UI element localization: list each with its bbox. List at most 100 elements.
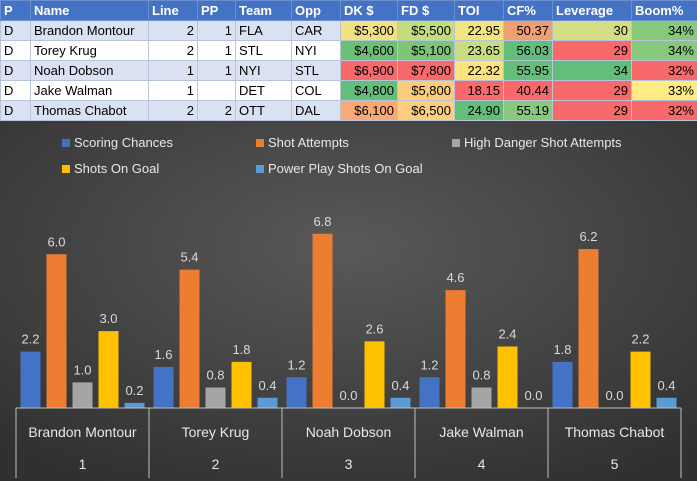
- column-header[interactable]: Leverage: [552, 0, 632, 21]
- table-row[interactable]: D Thomas Chabot 2 2 OTT DAL $6,100 $6,500 24.90 5…: [0, 100, 697, 121]
- table-cell[interactable]: 2: [148, 40, 198, 61]
- table-cell[interactable]: 23.65: [454, 40, 504, 61]
- table-cell[interactable]: $6,100: [340, 100, 398, 121]
- table-cell[interactable]: $6,500: [397, 100, 455, 121]
- chart-legend: Scoring Chances Shot Attempts High Danger …: [62, 135, 622, 176]
- table-cell[interactable]: $4,800: [340, 80, 398, 101]
- table-cell[interactable]: 1: [197, 20, 236, 41]
- table-cell[interactable]: $5,800: [397, 80, 455, 101]
- table-cell[interactable]: 18.15: [454, 80, 504, 101]
- table-cell[interactable]: Noah Dobson: [30, 60, 149, 81]
- bar: [20, 351, 41, 408]
- table-header-row: P Name Line PP Team Opp DK $ FD $ TOI CF% Leverage…: [0, 0, 697, 21]
- table-cell[interactable]: 1: [197, 40, 236, 61]
- table-cell[interactable]: 29: [552, 80, 632, 101]
- table-cell[interactable]: STL: [235, 40, 292, 61]
- data-label: 1.8: [232, 342, 250, 357]
- bar: [445, 290, 466, 408]
- table-cell[interactable]: NYI: [291, 40, 341, 61]
- table-cell[interactable]: D: [0, 80, 31, 101]
- table-cell[interactable]: 2: [148, 100, 198, 121]
- table-cell[interactable]: $7,800: [397, 60, 455, 81]
- table-cell[interactable]: STL: [291, 60, 341, 81]
- table-cell[interactable]: 2: [197, 100, 236, 121]
- bar: [364, 341, 385, 408]
- table-cell[interactable]: 34%: [631, 40, 697, 61]
- data-label: 0.8: [206, 368, 224, 383]
- table-cell[interactable]: 22.32: [454, 60, 504, 81]
- table-cell[interactable]: OTT: [235, 100, 292, 121]
- column-header[interactable]: Line: [148, 0, 198, 21]
- category-number-label: 1: [79, 456, 87, 472]
- table-cell[interactable]: DAL: [291, 100, 341, 121]
- table-cell[interactable]: COL: [291, 80, 341, 101]
- table-cell[interactable]: Jake Walman: [30, 80, 149, 101]
- bar-chart: Scoring Chances Shot Attempts High Danger …: [0, 121, 697, 481]
- table-cell[interactable]: Brandon Montour: [30, 20, 149, 41]
- column-header[interactable]: PP: [197, 0, 236, 21]
- column-header[interactable]: CF%: [503, 0, 553, 21]
- table-cell[interactable]: 1: [197, 60, 236, 81]
- table-cell[interactable]: 34: [552, 60, 632, 81]
- column-header[interactable]: Team: [235, 0, 292, 21]
- table-cell[interactable]: 29: [552, 100, 632, 121]
- table-cell[interactable]: [197, 80, 236, 101]
- table-cell[interactable]: 22.95: [454, 20, 504, 41]
- column-header[interactable]: P: [0, 0, 31, 21]
- legend-label: Shot Attempts: [268, 135, 349, 150]
- bar: [497, 346, 518, 408]
- table-cell[interactable]: D: [0, 20, 31, 41]
- table-cell[interactable]: 34%: [631, 20, 697, 41]
- column-header[interactable]: DK $: [340, 0, 398, 21]
- table-cell[interactable]: 40.44: [503, 80, 553, 101]
- bar: [390, 397, 411, 408]
- bar: [552, 361, 573, 408]
- table-cell[interactable]: 1: [148, 60, 198, 81]
- column-header[interactable]: Name: [30, 0, 149, 21]
- data-label: 0.4: [391, 378, 409, 393]
- table-cell[interactable]: 2: [148, 20, 198, 41]
- data-label: 2.2: [631, 332, 649, 347]
- table-cell[interactable]: 1: [148, 80, 198, 101]
- table-cell[interactable]: D: [0, 40, 31, 61]
- bar: [471, 387, 492, 408]
- table-row[interactable]: D Brandon Montour 2 1 FLA CAR $5,300 $5,500 22.9…: [0, 20, 697, 41]
- table-cell[interactable]: FLA: [235, 20, 292, 41]
- table-cell[interactable]: $5,100: [397, 40, 455, 61]
- table-cell[interactable]: 55.19: [503, 100, 553, 121]
- table-row[interactable]: D Noah Dobson 1 1 NYI STL $6,900 $7,800 22.32 55.…: [0, 60, 697, 81]
- table-cell[interactable]: $5,500: [397, 20, 455, 41]
- table-cell[interactable]: CAR: [291, 20, 341, 41]
- table-cell[interactable]: 50.37: [503, 20, 553, 41]
- legend-label: High Danger Shot Attempts: [464, 135, 622, 150]
- bar: [153, 367, 174, 408]
- table-cell[interactable]: 56.03: [503, 40, 553, 61]
- bar: [72, 382, 93, 408]
- table-cell[interactable]: 55.95: [503, 60, 553, 81]
- column-header[interactable]: Opp: [291, 0, 341, 21]
- bar: [286, 377, 307, 408]
- data-label: 6.8: [313, 214, 331, 229]
- table-cell[interactable]: Torey Krug: [30, 40, 149, 61]
- bar: [124, 402, 145, 408]
- table-cell[interactable]: D: [0, 60, 31, 81]
- table-row[interactable]: D Torey Krug 2 1 STL NYI $4,600 $5,100 23.65 56.0…: [0, 40, 697, 61]
- table-cell[interactable]: D: [0, 100, 31, 121]
- table-cell[interactable]: Thomas Chabot: [30, 100, 149, 121]
- table-cell[interactable]: 24.90: [454, 100, 504, 121]
- table-cell[interactable]: $6,900: [340, 60, 398, 81]
- table-cell[interactable]: 30: [552, 20, 632, 41]
- table-cell[interactable]: NYI: [235, 60, 292, 81]
- table-row[interactable]: D Jake Walman 1 DET COL $4,800 $5,800 18.15 40.4…: [0, 80, 697, 101]
- bar: [98, 331, 119, 408]
- table-cell[interactable]: 29: [552, 40, 632, 61]
- column-header[interactable]: FD $: [397, 0, 455, 21]
- table-cell[interactable]: $5,300: [340, 20, 398, 41]
- table-cell[interactable]: DET: [235, 80, 292, 101]
- table-cell[interactable]: $4,600: [340, 40, 398, 61]
- table-cell[interactable]: 33%: [631, 80, 697, 101]
- column-header[interactable]: TOI: [454, 0, 504, 21]
- table-cell[interactable]: 32%: [631, 100, 697, 121]
- table-cell[interactable]: 32%: [631, 60, 697, 81]
- column-header[interactable]: Boom%: [631, 0, 697, 21]
